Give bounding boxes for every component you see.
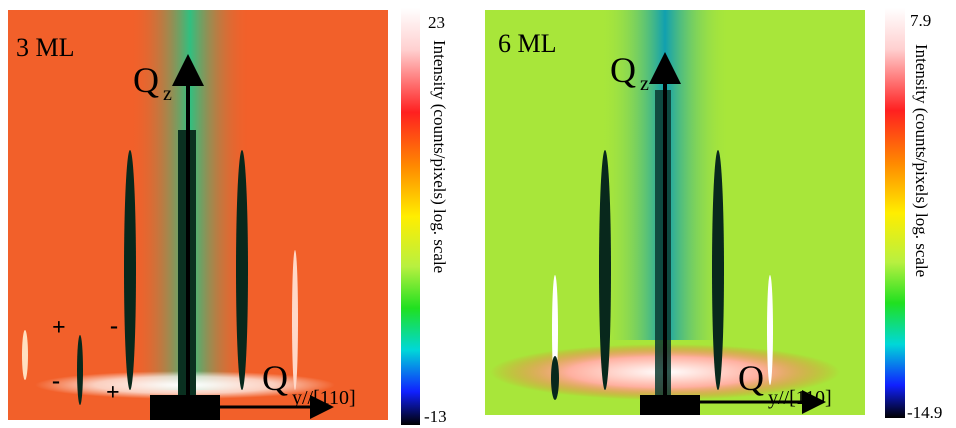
panel-label: 6 ML: [498, 29, 557, 58]
qy-label: Q: [738, 358, 764, 398]
qz-subscript: z: [163, 83, 172, 105]
qy-subscript: y//[110]: [768, 387, 832, 409]
panel-3ml: 3 ML Q z Q y//[110] + - - +: [8, 10, 388, 420]
rod: [22, 330, 28, 380]
panel-label: 3 ML: [16, 33, 75, 62]
rod: [551, 356, 559, 400]
colorbar-6ml: 7.9 -14.9 Intensity (counts/pixels) log.…: [885, 8, 942, 422]
qy-subscript: y//[110]: [292, 387, 356, 409]
beamstop: [640, 395, 700, 415]
rod: [552, 275, 558, 385]
rod: [767, 275, 773, 385]
rod: [292, 250, 298, 390]
marker: -: [52, 368, 60, 394]
colorbar-title: Intensity (counts/pixels) log. scale: [912, 44, 931, 277]
rod: [236, 150, 248, 390]
rod: [124, 150, 136, 390]
qz-subscript: z: [640, 73, 649, 95]
colorbar-max: 7.9: [910, 11, 931, 30]
colorbar: [885, 8, 905, 418]
colorbar-3ml: 23 -13 Intensity (counts/pixels) log. sc…: [401, 8, 449, 426]
colorbar-min: -13: [424, 407, 447, 426]
colorbar: [401, 8, 420, 425]
colorbar-title: Intensity (counts/pixels) log. scale: [430, 40, 449, 273]
rod: [599, 150, 611, 390]
marker: -: [110, 313, 118, 339]
qz-label: Q: [610, 50, 636, 90]
rod: [712, 150, 724, 390]
colorbar-max: 23: [428, 13, 445, 32]
colorbar-min: -14.9: [907, 403, 942, 422]
marker: +: [52, 315, 66, 341]
rod: [77, 335, 83, 405]
panel-6ml: 6 ML Q z Q y//[110]: [485, 10, 865, 415]
qy-label: Q: [262, 358, 288, 398]
qz-label: Q: [133, 60, 159, 100]
marker: +: [106, 380, 120, 406]
